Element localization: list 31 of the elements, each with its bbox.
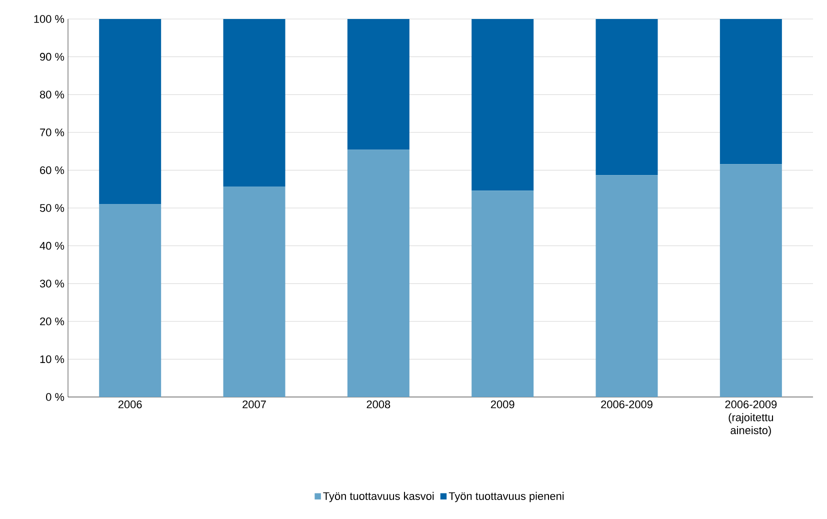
x-tick-label: 2006 bbox=[118, 400, 142, 408]
y-tick-label: 90 % bbox=[40, 52, 64, 61]
bar bbox=[223, 18, 286, 186]
y-tick-label: 80 % bbox=[40, 90, 64, 98]
bar bbox=[596, 175, 658, 397]
x-tick-label: 2006-2009 (rajoitettu aineisto) bbox=[725, 400, 777, 436]
legend-label: Työn tuottavuus pieneni bbox=[448, 492, 564, 502]
x-tick-label: 2006-2009 bbox=[601, 400, 652, 408]
bar bbox=[720, 18, 782, 164]
x-tick-label: 2007 bbox=[242, 400, 266, 408]
bar bbox=[223, 186, 286, 397]
y-tick-label: 20 % bbox=[40, 318, 64, 326]
bar bbox=[472, 18, 534, 191]
x-tick-label: 2008 bbox=[366, 400, 390, 408]
y-tick-label: 40 % bbox=[40, 242, 64, 250]
y-tick-label: 30 % bbox=[40, 280, 64, 288]
bar bbox=[347, 150, 410, 397]
y-tick-label: 60 % bbox=[40, 166, 64, 174]
y-tick-label: 100 % bbox=[34, 15, 64, 23]
bar bbox=[347, 18, 410, 150]
bar bbox=[596, 18, 658, 176]
y-tick-label: 50 % bbox=[40, 204, 64, 212]
legend-label: Työn tuottavuus kasvoi bbox=[323, 492, 434, 502]
bar bbox=[720, 164, 782, 397]
y-tick-label: 70 % bbox=[40, 128, 64, 136]
bar bbox=[472, 190, 534, 397]
y-tick-label: 10 % bbox=[40, 355, 64, 364]
y-tick-label: 0 % bbox=[46, 393, 64, 401]
x-tick-label: 2009 bbox=[490, 400, 514, 408]
bar bbox=[99, 204, 162, 397]
bar bbox=[99, 18, 162, 204]
